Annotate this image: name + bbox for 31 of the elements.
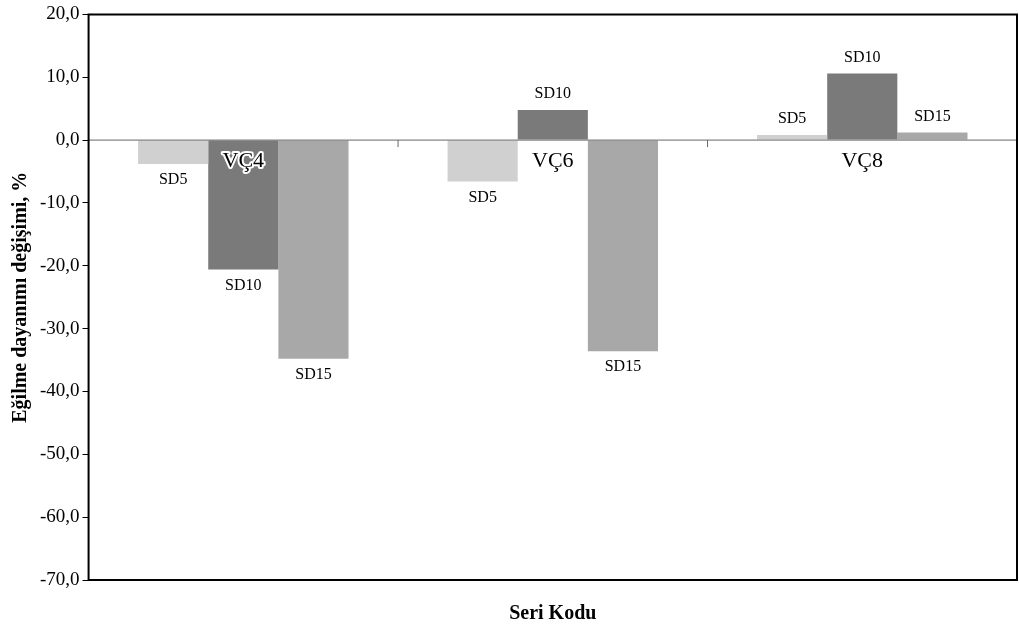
series-label: SD15 bbox=[295, 364, 332, 382]
bar bbox=[208, 140, 279, 270]
x-tick-label: VÇ8 bbox=[841, 146, 884, 172]
series-label: SD10 bbox=[225, 275, 262, 293]
text: SD5 bbox=[777, 109, 807, 127]
y-tick-label: -10,0 bbox=[40, 190, 80, 212]
series-label: SD5 bbox=[158, 170, 188, 188]
y-tick-label: -60,0 bbox=[40, 505, 80, 527]
text: SD15 bbox=[604, 357, 642, 375]
y-axis-title: Eğilme dayanımı değişimi, % bbox=[8, 171, 32, 423]
y-tick-label: 10,0 bbox=[46, 65, 80, 87]
bar bbox=[138, 140, 209, 164]
text: SD10 bbox=[534, 84, 572, 102]
bar bbox=[827, 73, 898, 140]
text: SD10 bbox=[844, 47, 881, 65]
y-tick-label: 0,0 bbox=[55, 128, 80, 150]
y-tick-label: -70,0 bbox=[40, 567, 80, 589]
text: SD5 bbox=[468, 187, 497, 205]
bar bbox=[278, 140, 349, 359]
y-tick-label: -40,0 bbox=[40, 379, 80, 401]
y-tick-label: 20,0 bbox=[46, 2, 80, 24]
x-tick-label: VÇ6 bbox=[532, 146, 574, 172]
bar bbox=[447, 140, 518, 182]
x-axis-title: Seri Kodu bbox=[509, 601, 597, 624]
bar bbox=[587, 140, 659, 352]
y-tick-label: -20,0 bbox=[40, 253, 80, 275]
y-tick-label: -30,0 bbox=[40, 316, 80, 338]
bar bbox=[517, 109, 588, 140]
y-tick-label: -50,0 bbox=[40, 442, 80, 464]
x-tick-label: VÇ4 bbox=[222, 146, 265, 172]
text: SD15 bbox=[914, 106, 951, 124]
